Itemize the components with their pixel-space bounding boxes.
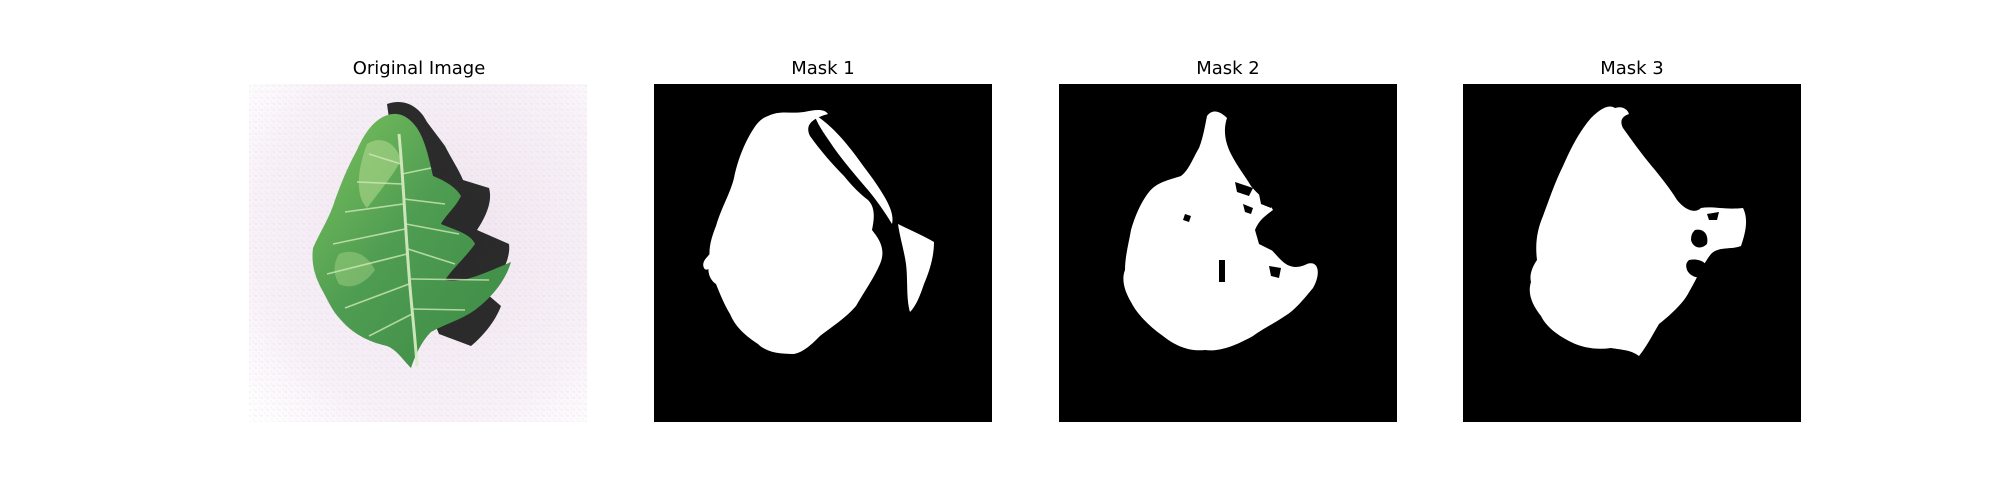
mask-1-right-lobe — [898, 224, 934, 312]
leaf-highlight-lower — [334, 251, 375, 287]
panel-title-original-image: Original Image — [352, 58, 486, 79]
mask-2-gaps — [1183, 124, 1281, 282]
panel-title-mask-2: Mask 2 — [1196, 58, 1260, 79]
mask-1-image — [654, 84, 992, 422]
panel-title-mask-1: Mask 1 — [791, 58, 855, 79]
panel-title-mask-3: Mask 3 — [1600, 58, 1664, 79]
mask-1-region — [708, 110, 883, 354]
mask-1-left-flake — [703, 253, 715, 270]
original-leaf-image — [249, 84, 587, 422]
leaf-veins — [326, 153, 490, 337]
leaf-highlight — [358, 140, 401, 208]
mask-2-image — [1059, 84, 1397, 422]
mask-2-illustration — [1059, 84, 1397, 422]
leaf-midrib — [397, 133, 419, 367]
mask-1-illustration — [654, 84, 992, 422]
mask-2-region — [1123, 111, 1318, 351]
mask-3-gaps — [1686, 212, 1719, 278]
mask-3-image — [1463, 84, 1801, 422]
leaf-photo-illustration — [249, 84, 587, 422]
mask-3-illustration — [1463, 84, 1801, 422]
mask-1-strip — [814, 114, 893, 224]
mask-3-region — [1529, 106, 1747, 356]
